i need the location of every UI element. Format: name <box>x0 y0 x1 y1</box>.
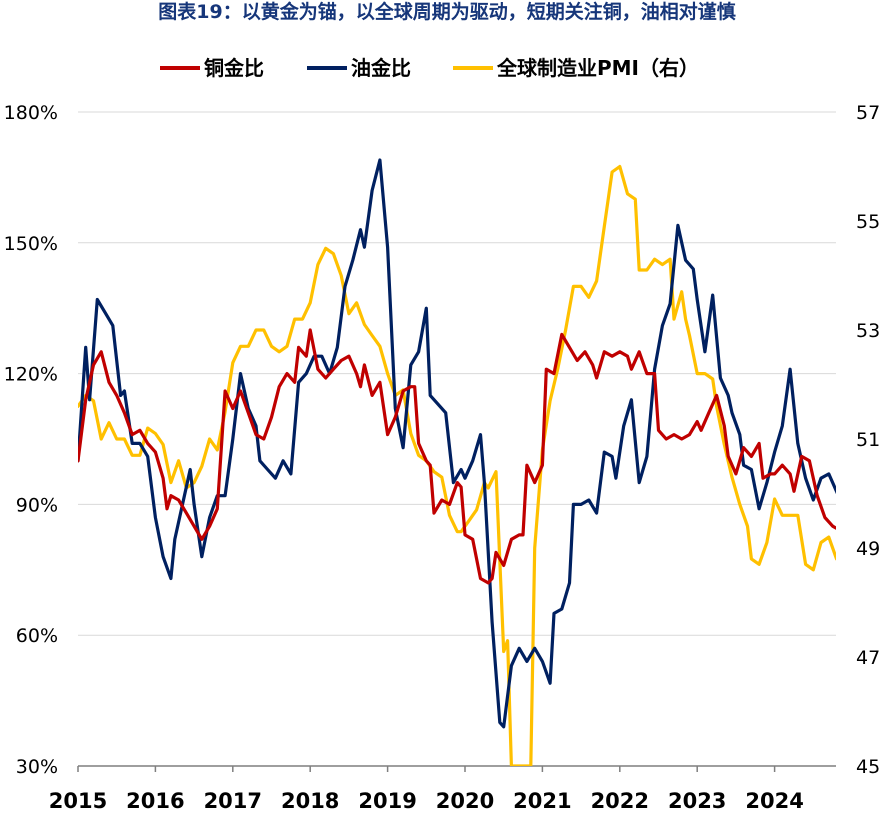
y-right-tick-label: 45 <box>856 756 880 778</box>
y-left-tick-label: 120% <box>4 364 58 386</box>
y-right-tick-label: 47 <box>856 647 880 669</box>
y-right-tick-label: 53 <box>856 320 880 342</box>
x-tick-label: 2019 <box>358 789 416 813</box>
series-line-oil-gold <box>78 158 836 729</box>
y-left-tick-label: 150% <box>4 233 58 255</box>
x-tick-label: 2017 <box>204 789 262 813</box>
series-line-copper-gold <box>78 328 836 585</box>
x-tick-label: 2020 <box>436 789 494 813</box>
legend-oil-gold-label: 油金比 <box>351 56 411 80</box>
y-right-tick-label: 49 <box>856 538 880 560</box>
chart-title: 图表19：以黄金为锚，以全球周期为驱动，短期关注铜，油相对谨慎 <box>158 1 736 23</box>
legend-pmi-label: 全球制造业PMI（右） <box>496 56 699 80</box>
series-line-pmi <box>78 164 836 766</box>
y-left-tick-label: 30% <box>16 756 58 778</box>
x-tick-label: 2021 <box>513 789 571 813</box>
x-tick-label: 2023 <box>668 789 726 813</box>
x-tick-label: 2015 <box>49 789 107 813</box>
x-tick-label: 2018 <box>281 789 339 813</box>
x-tick-label: 2022 <box>591 789 649 813</box>
x-tick-label: 2024 <box>745 789 803 813</box>
y-left-tick-label: 90% <box>16 494 58 516</box>
y-left-tick-label: 180% <box>4 102 58 124</box>
x-tick-label: 2016 <box>126 789 184 813</box>
y-right-tick-label: 51 <box>856 429 880 451</box>
y-right-tick-label: 55 <box>856 211 880 233</box>
y-left-tick-label: 60% <box>16 625 58 647</box>
y-right-tick-label: 57 <box>856 102 880 124</box>
legend-copper-gold-label: 铜金比 <box>204 56 264 80</box>
